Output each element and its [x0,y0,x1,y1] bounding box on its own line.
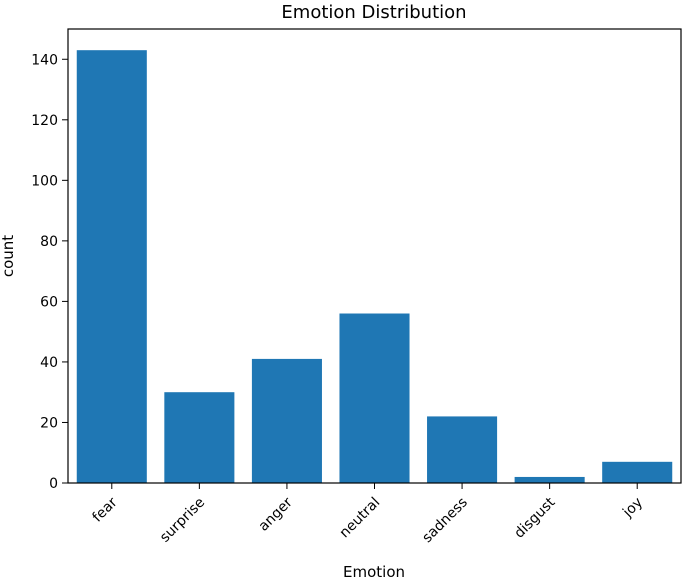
y-tick-label: 100 [31,173,58,189]
plot-frame [67,28,682,484]
y-axis-ticks: 0 20 40 60 80 100 120 140 [31,52,68,492]
y-tick-label: 120 [31,113,58,129]
x-axis-label: Emotion [343,563,405,579]
bar-neutral [339,313,410,483]
bars-group [76,50,673,483]
bar-fear [76,50,147,483]
y-tick-label: 0 [49,476,58,492]
bar-sadness [427,416,498,483]
y-tick-label: 60 [40,294,58,310]
y-tick-label: 140 [31,52,58,68]
bar-surprise [164,392,235,483]
bar-joy [602,461,673,483]
y-tick-label: 20 [40,415,58,431]
y-tick-label: 40 [40,355,58,371]
y-axis-label: count [0,235,17,277]
chart-title: Emotion Distribution [281,2,466,23]
y-tick-label: 80 [40,234,58,250]
bar-disgust [514,476,585,483]
bar-anger [251,358,322,483]
